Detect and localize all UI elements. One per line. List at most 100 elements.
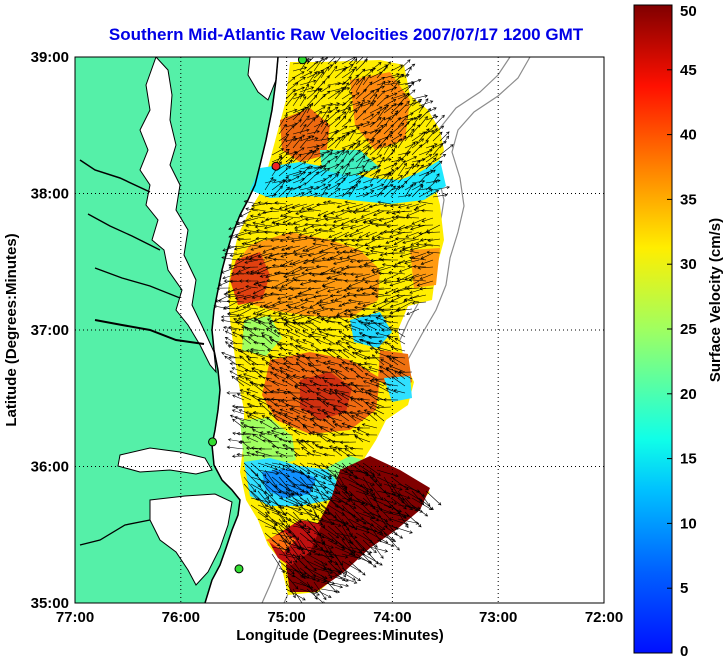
velocity-arrow: [340, 209, 357, 213]
velocity-arrow: [397, 135, 407, 149]
velocity-arrow: [362, 462, 381, 476]
velocity-arrow: [376, 134, 393, 142]
velocity-arrow: [376, 185, 388, 198]
velocity-arrow: [337, 448, 350, 457]
velocity-arrow: [320, 306, 336, 310]
velocity-arrow: [270, 292, 287, 296]
velocity-arrow: [334, 532, 358, 539]
velocity-arrow: [340, 432, 357, 436]
velocity-arrow: [299, 135, 315, 142]
velocity-arrow: [362, 139, 375, 149]
velocity-arrow: [360, 210, 378, 218]
velocity-arrow: [320, 137, 334, 149]
velocity-arrow: [320, 525, 340, 539]
velocity-arrow: [294, 224, 308, 230]
velocity-arrow: [271, 148, 285, 156]
velocity-arrow: [263, 237, 280, 241]
velocity-arrow: [315, 287, 329, 294]
velocity-arrow: [302, 425, 315, 436]
velocity-arrow: [371, 237, 385, 242]
velocity-arrow: [285, 574, 299, 590]
velocity-arrow: [368, 335, 385, 340]
velocity-arrow: [259, 370, 273, 374]
velocity-arrow: [268, 322, 280, 331]
velocity-arrow: [349, 446, 364, 451]
velocity-arrow: [348, 324, 364, 331]
velocity-arrow: [302, 339, 315, 345]
velocity-arrow: [246, 301, 259, 307]
velocity-arrow: [327, 581, 350, 588]
velocity-arrow: [315, 264, 329, 269]
velocity-arrow: [375, 223, 392, 228]
velocity-arrow: [320, 581, 344, 589]
velocity-arrow: [327, 287, 343, 293]
velocity-arrow: [314, 444, 329, 450]
colorbar-tick-label: 25: [680, 321, 697, 338]
velocity-arrow: [292, 108, 305, 121]
velocity-arrow: [404, 128, 415, 142]
velocity-arrow: [257, 497, 270, 515]
velocity-arrow: [334, 383, 350, 388]
velocity-arrow: [236, 287, 252, 295]
velocity-arrow: [404, 89, 416, 100]
velocity-arrow: [263, 397, 280, 401]
velocity-arrow: [426, 230, 441, 235]
velocity-arrow: [334, 148, 346, 156]
velocity-arrow: [306, 117, 316, 128]
velocity-arrow: [270, 280, 287, 289]
velocity-arrow: [409, 224, 427, 231]
velocity-arrow: [307, 334, 322, 339]
velocity-arrow: [316, 396, 329, 408]
velocity-arrow: [254, 224, 273, 229]
velocity-arrow: [234, 415, 252, 422]
map-plot-area: [75, 57, 604, 603]
velocity-patch: [240, 418, 296, 468]
velocity-arrow: [362, 203, 378, 212]
velocity-arrow: [355, 88, 367, 100]
velocity-arrow: [250, 347, 266, 352]
velocity-arrow: [391, 376, 406, 387]
velocity-arrow: [320, 532, 338, 544]
velocity-arrow: [332, 315, 350, 320]
velocity-arrow: [348, 149, 361, 163]
velocity-arrow: [257, 483, 270, 500]
velocity-arrow: [298, 209, 315, 213]
velocity-arrow: [396, 277, 413, 282]
velocity-arrow: [278, 134, 290, 142]
velocity-arrow: [262, 245, 280, 253]
velocity-arrow: [343, 410, 357, 422]
velocity-arrow: [368, 392, 385, 401]
velocity-arrow: [271, 367, 287, 373]
velocity-arrow: [425, 157, 437, 170]
velocity-arrow: [251, 362, 266, 366]
velocity-arrow: [314, 228, 329, 233]
velocity-arrow: [391, 215, 406, 220]
velocity-arrow: [272, 257, 287, 262]
velocity-arrow: [297, 235, 315, 240]
velocity-arrow: [406, 286, 420, 291]
velocity-arrow: [227, 294, 245, 299]
velocity-arrow: [373, 412, 385, 422]
map-grid: [75, 57, 604, 603]
velocity-arrow: [404, 164, 420, 170]
velocity-arrow: [376, 405, 392, 410]
velocity-arrow: [372, 308, 385, 314]
velocity-arrow: [425, 115, 439, 121]
velocity-arrow: [250, 425, 266, 430]
velocity-arrow: [298, 265, 315, 270]
velocity-arrow: [311, 273, 329, 277]
velocity-arrow: [234, 320, 252, 324]
velocity-arrow: [296, 415, 308, 422]
velocity-arrow: [276, 388, 294, 394]
velocity-arrow: [319, 426, 336, 436]
velocity-arrow: [383, 525, 404, 539]
velocity-arrow: [388, 357, 399, 366]
velocity-arrow: [306, 130, 320, 135]
velocity-arrow: [350, 272, 364, 276]
velocity-arrow: [334, 86, 347, 100]
velocity-arrow: [269, 252, 287, 257]
velocity-arrow: [249, 333, 266, 338]
velocity-arrow: [327, 174, 339, 184]
velocity-arrow: [411, 273, 427, 279]
velocity-arrow: [292, 462, 311, 475]
